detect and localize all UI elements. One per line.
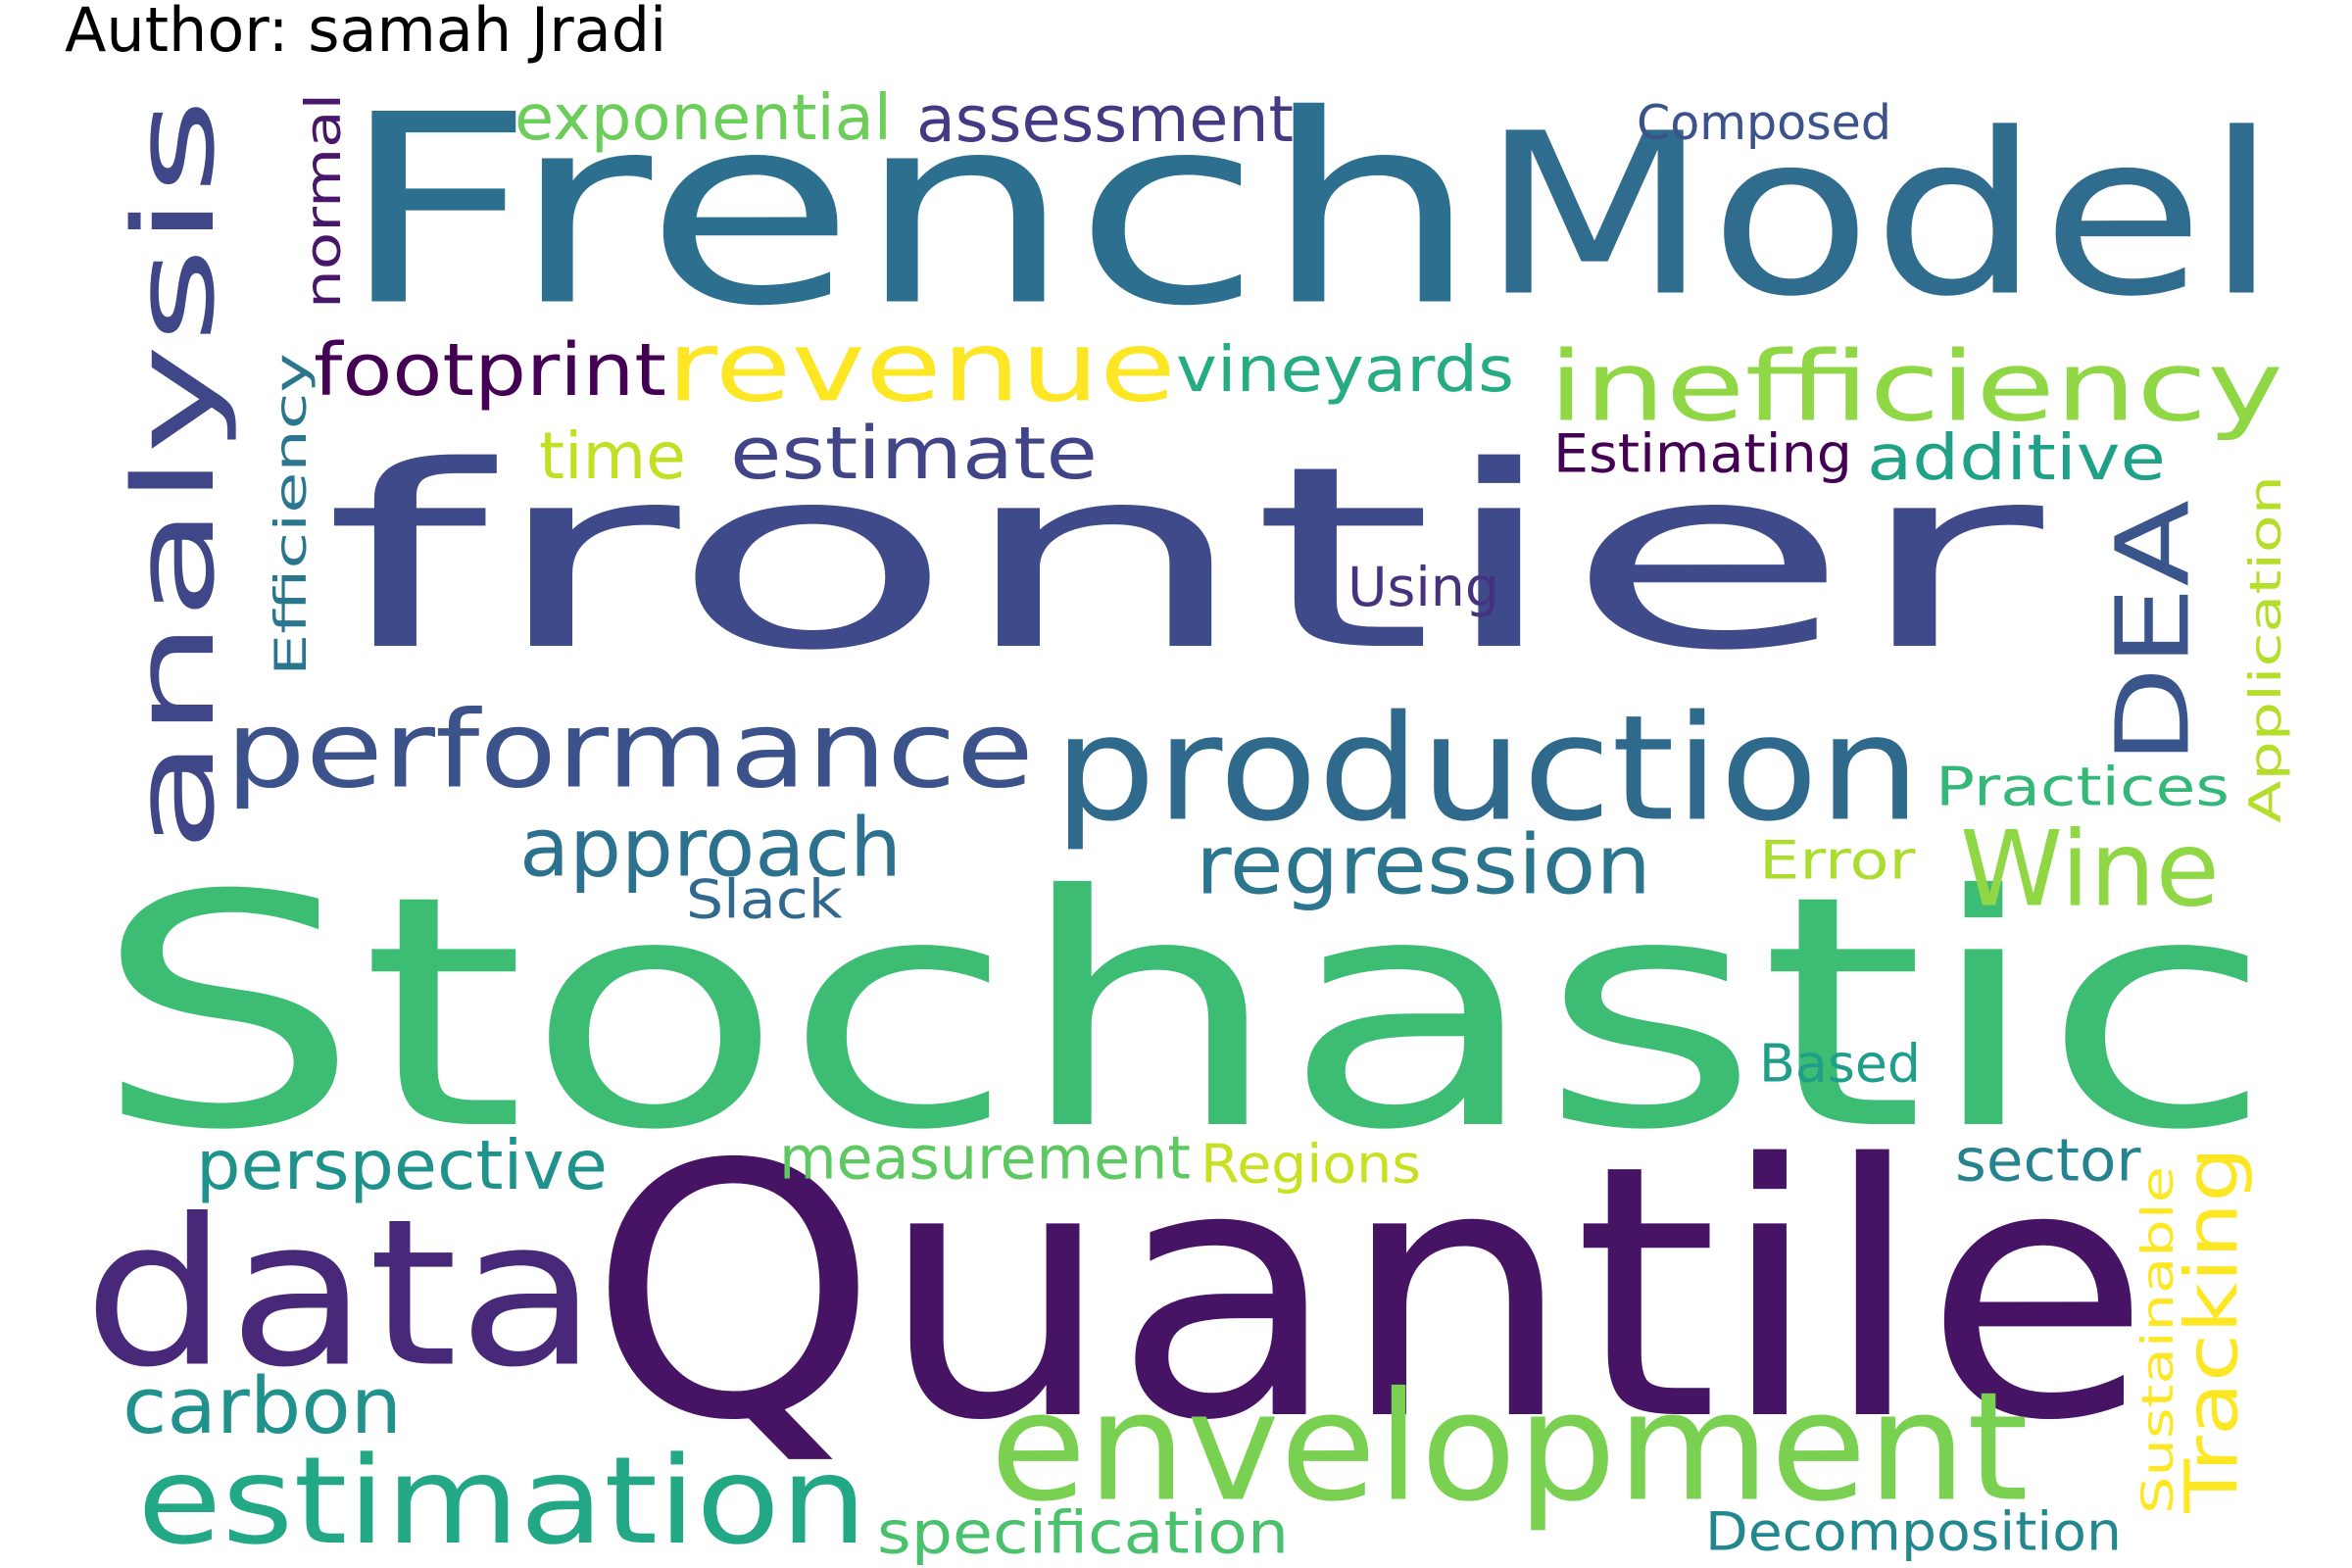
word-error: Error <box>1759 830 1916 893</box>
word-sector: sector <box>1955 1127 2141 1195</box>
word-model: Model <box>1480 86 2278 346</box>
word-quantile: Quantile <box>588 1092 2151 1497</box>
word-footprint: footprint <box>314 327 666 413</box>
word-practices: Practices <box>1936 756 2230 818</box>
word-decomposition: Decomposition <box>1705 1500 2122 1563</box>
word-measurement: measurement <box>779 1125 1191 1194</box>
word-production: production <box>1054 684 1921 854</box>
word-french: French <box>338 60 1480 364</box>
word-based: Based <box>1759 1033 1921 1095</box>
word-assessment: assessment <box>916 83 1294 157</box>
word-sustainable: Sustainable <box>2132 1166 2183 1514</box>
word-vineyards: vineyards <box>1176 332 1514 406</box>
word-analysis: analysis <box>110 98 239 853</box>
word-regions: Regions <box>1200 1134 1421 1197</box>
word-estimating: Estimating <box>1553 423 1852 486</box>
word-envelopment: envelopment <box>990 1360 2029 1536</box>
word-estimation: estimation <box>137 1431 867 1568</box>
word-efficiency: Efficiency <box>266 353 317 676</box>
word-specification: specification <box>877 1498 1289 1567</box>
word-slack: Slack <box>686 868 843 931</box>
word-wine: Wine <box>1960 809 2220 931</box>
word-revenue: revenue <box>666 311 1176 423</box>
word-application: Application <box>2240 475 2291 823</box>
word-frontier: frontier <box>323 413 2048 706</box>
word-regression: regression <box>1196 818 1651 913</box>
word-using: Using <box>1348 557 1499 619</box>
word-performance: performance <box>225 688 1034 812</box>
word-carbon: carbon <box>122 1362 402 1452</box>
word-stochastic: Stochastic <box>93 828 2274 1200</box>
word-normal: normal <box>295 93 352 309</box>
word-perspective: perspective <box>196 1126 608 1205</box>
word-exponential: exponential <box>514 81 892 154</box>
word-time: time <box>539 417 686 494</box>
word-inefficiency: inefficiency <box>1548 331 2283 444</box>
word-data: data <box>83 1176 598 1413</box>
word-dea: DEA <box>2094 500 2213 764</box>
word-additive: additive <box>1867 420 2166 494</box>
word-approach: approach <box>519 801 902 896</box>
word-composed: Composed <box>1637 94 1891 151</box>
word-tracking: Tracking <box>2171 1147 2254 1514</box>
word-estimate: estimate <box>730 411 1098 495</box>
author-label: Author: samah Jradi <box>65 0 667 66</box>
